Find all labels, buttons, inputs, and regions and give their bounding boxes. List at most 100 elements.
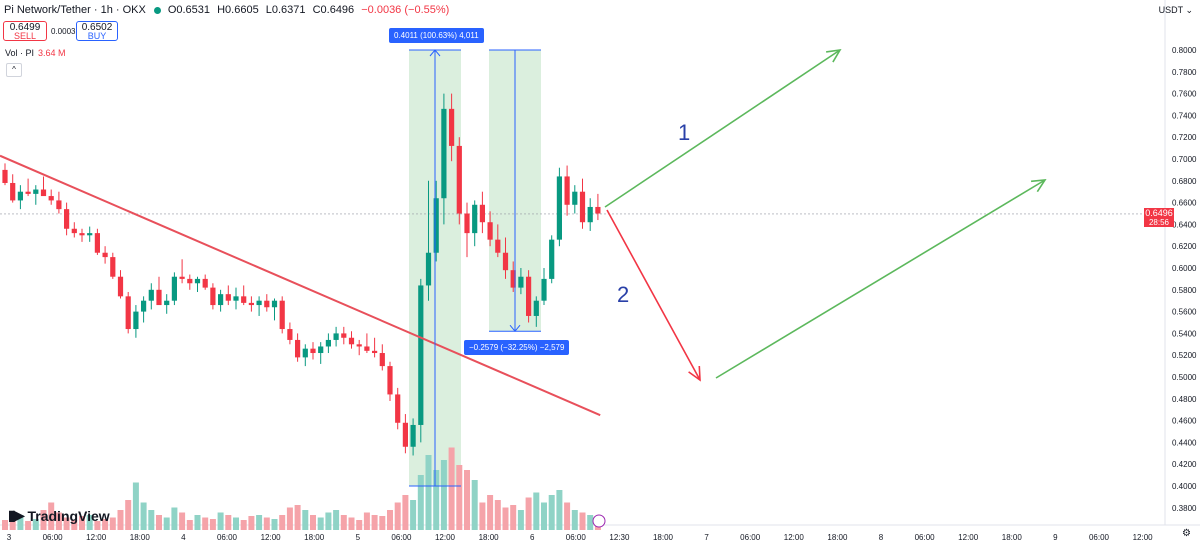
- volume-bar: [209, 519, 216, 530]
- volume-bar: [333, 510, 340, 530]
- candle-body: [333, 333, 339, 340]
- x-tick-label: 06:00: [217, 533, 238, 542]
- candle-body: [395, 394, 401, 423]
- volume-bar: [525, 497, 532, 530]
- measure-up-label[interactable]: 0.4011 (100.63%) 4,011: [389, 28, 484, 43]
- candle-body: [256, 300, 262, 306]
- candle-body: [487, 222, 493, 240]
- measure-down-label[interactable]: −0.2579 (−32.25%) −2,579: [464, 340, 570, 355]
- candle-body: [48, 196, 54, 201]
- candle-body: [179, 276, 185, 279]
- candle-body: [102, 252, 108, 258]
- candle-body: [502, 252, 509, 271]
- candle-body: [279, 300, 285, 330]
- volume-bar: [25, 521, 32, 530]
- volume-bar: [340, 515, 347, 530]
- candle-body: [348, 337, 355, 345]
- candle-body: [133, 311, 139, 330]
- x-tick-label: 9: [1053, 533, 1058, 542]
- volume-bar: [510, 505, 517, 530]
- volume-bar: [86, 515, 93, 530]
- candle-body: [495, 239, 501, 253]
- candle-body: [318, 346, 324, 354]
- y-tick-label: 0.5000: [1172, 373, 1197, 382]
- last-price: 0.6496: [1145, 208, 1173, 218]
- scenario-1-arrow-head: [826, 48, 842, 63]
- volume-bar: [302, 510, 309, 530]
- candle-body: [456, 145, 462, 214]
- x-tick-label: 12:00: [958, 533, 979, 542]
- volume-bar: [533, 492, 540, 530]
- y-tick-label: 0.4200: [1172, 460, 1197, 469]
- candle-body: [425, 252, 432, 286]
- candle-body: [210, 287, 216, 306]
- y-tick-label: 0.6400: [1172, 220, 1197, 229]
- volume-bar: [440, 460, 447, 530]
- candle-body: [302, 348, 308, 358]
- y-tick-label: 0.5200: [1172, 351, 1197, 360]
- volume-bar: [233, 517, 239, 530]
- brand-name: TradingView: [27, 507, 110, 524]
- x-tick-label: 12:00: [1133, 533, 1154, 542]
- collapse-legend-button[interactable]: ^: [6, 63, 22, 77]
- volume-bar: [163, 517, 170, 530]
- x-tick-label: 06:00: [915, 533, 936, 542]
- volume-bar: [71, 520, 78, 530]
- volume-bar: [55, 512, 62, 530]
- volume-bar: [217, 512, 224, 530]
- ohlc-readout: O0.6531 H0.6605 L0.6371 C0.6496 −0.0036 …: [168, 4, 453, 16]
- last-price-tag: 0.6496 28:56: [1144, 208, 1174, 227]
- volume-bar: [325, 512, 332, 530]
- y-tick-label: 0.8000: [1172, 46, 1197, 55]
- candle-body: [264, 300, 270, 308]
- candle-body: [295, 339, 301, 358]
- candle-body: [141, 300, 147, 312]
- sell-price: 0.6499: [9, 22, 41, 33]
- sell-button[interactable]: 0.6499 SELL: [3, 21, 47, 41]
- high-value: H0.6605: [217, 4, 259, 16]
- candle-body: [271, 300, 278, 308]
- descending-trendline: [0, 154, 601, 417]
- candle-body: [379, 353, 385, 367]
- symbol-title[interactable]: Pi Network/Tether · 1h · OKX: [4, 4, 146, 16]
- candle-body: [64, 209, 70, 229]
- buy-button[interactable]: 0.6502 BUY: [76, 21, 118, 41]
- x-tick-label: 06:00: [43, 533, 64, 542]
- x-tick-label: 8: [879, 533, 884, 542]
- volume-bar: [487, 495, 494, 530]
- volume-bar: [9, 517, 16, 530]
- candle-body: [341, 333, 347, 338]
- volume-bar: [310, 515, 316, 530]
- y-tick-label: 0.7400: [1172, 111, 1197, 120]
- volume-bar: [271, 519, 278, 530]
- settings-gear-icon[interactable]: ⚙: [1182, 528, 1191, 539]
- volume-bar: [286, 507, 293, 530]
- candle-body: [402, 422, 408, 447]
- y-tick-label: 0.6000: [1172, 264, 1197, 273]
- volume-bar: [132, 482, 139, 530]
- volume-bar: [479, 502, 486, 530]
- candle-body: [418, 285, 424, 425]
- candle-body: [241, 296, 247, 303]
- low-value: L0.6371: [265, 4, 306, 16]
- candle-body: [556, 176, 562, 240]
- tradingview-logo[interactable]: ▮▶ TradingView: [8, 507, 110, 524]
- sell-label: SELL: [13, 31, 37, 41]
- x-tick-label: 18:00: [304, 533, 325, 542]
- candle-body: [40, 189, 47, 197]
- candle-body: [171, 276, 177, 301]
- buy-label: BUY: [87, 31, 107, 41]
- y-tick-label: 0.4000: [1172, 482, 1197, 491]
- x-tick-label: 12:00: [784, 533, 805, 542]
- currency-selector[interactable]: USDT ⌄: [1158, 5, 1193, 15]
- change-value: −0.0036 (−0.55%): [361, 4, 450, 16]
- candle-body: [71, 228, 77, 234]
- volume-bar: [109, 517, 116, 530]
- measure-down-arrowhead: [509, 324, 521, 333]
- candle-body: [2, 169, 8, 183]
- candle-body: [94, 233, 100, 253]
- close-value: C0.6496: [312, 4, 355, 16]
- volume-bar: [279, 515, 286, 530]
- volume-bar: [571, 510, 578, 530]
